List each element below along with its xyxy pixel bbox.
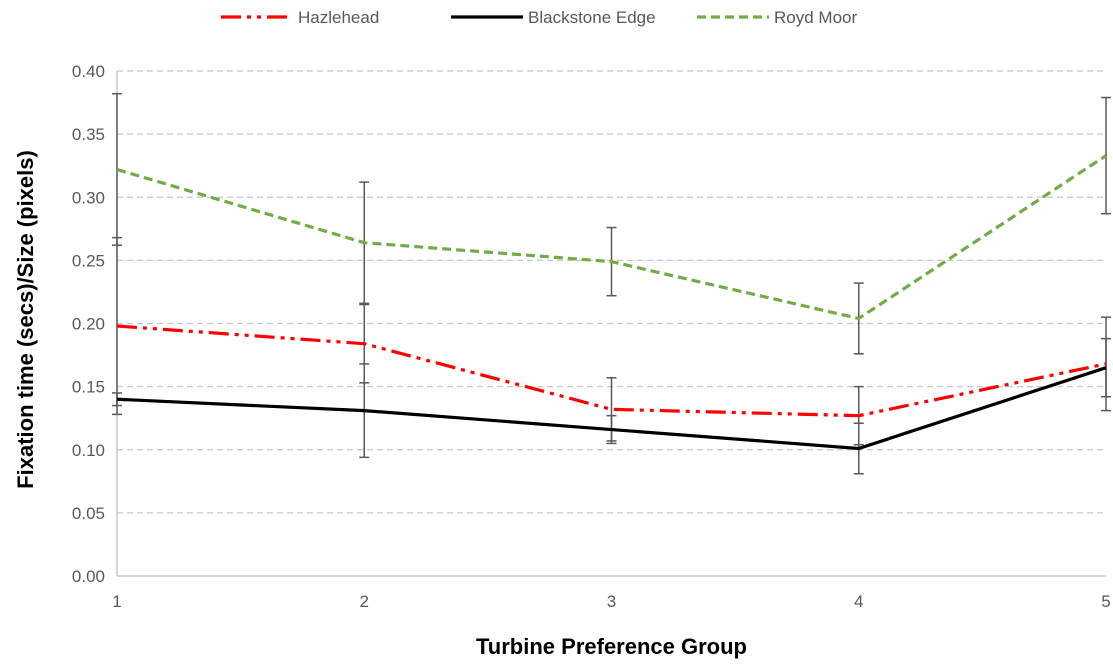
series-line-hazlehead (116, 324, 1107, 418)
y-tick-label: 0.00 (72, 567, 105, 586)
y-tick-label: 0.20 (72, 315, 105, 334)
y-axis-title: Fixation time (secs)/Size (pixels) (13, 150, 38, 489)
x-tick-label: 3 (607, 592, 616, 611)
x-tick-label: 1 (112, 592, 121, 611)
series-lines (116, 154, 1107, 451)
y-tick-label: 0.40 (72, 62, 105, 81)
x-tick-label: 4 (854, 592, 863, 611)
series-line-blackstone-edge (116, 366, 1107, 451)
legend-label: Blackstone Edge (528, 8, 656, 27)
error-bars (112, 92, 1111, 475)
legend-item: Blackstone Edge (451, 8, 656, 27)
y-tick-label: 0.10 (72, 441, 105, 460)
y-tick-label: 0.05 (72, 504, 105, 523)
legend: Hazlehead Blackstone Edge Royd Moor (221, 8, 857, 27)
tick-labels: 0.00 0.05 0.10 0.15 0.20 0.25 0.30 0.35 0.40 1 2 3 4… (72, 62, 1111, 611)
y-tick-label: 0.30 (72, 188, 105, 207)
legend-label: Hazlehead (298, 8, 379, 27)
x-axis-title: Turbine Preference Group (476, 634, 747, 659)
x-tick-label: 5 (1101, 592, 1110, 611)
legend-item: Hazlehead (221, 8, 379, 27)
series-line-royd-moor (116, 154, 1107, 321)
y-tick-label: 0.25 (72, 251, 105, 270)
legend-item: Royd Moor (697, 8, 857, 27)
y-tick-label: 0.35 (72, 125, 105, 144)
y-tick-label: 0.15 (72, 378, 105, 397)
legend-label: Royd Moor (774, 8, 857, 27)
x-tick-label: 2 (360, 592, 369, 611)
